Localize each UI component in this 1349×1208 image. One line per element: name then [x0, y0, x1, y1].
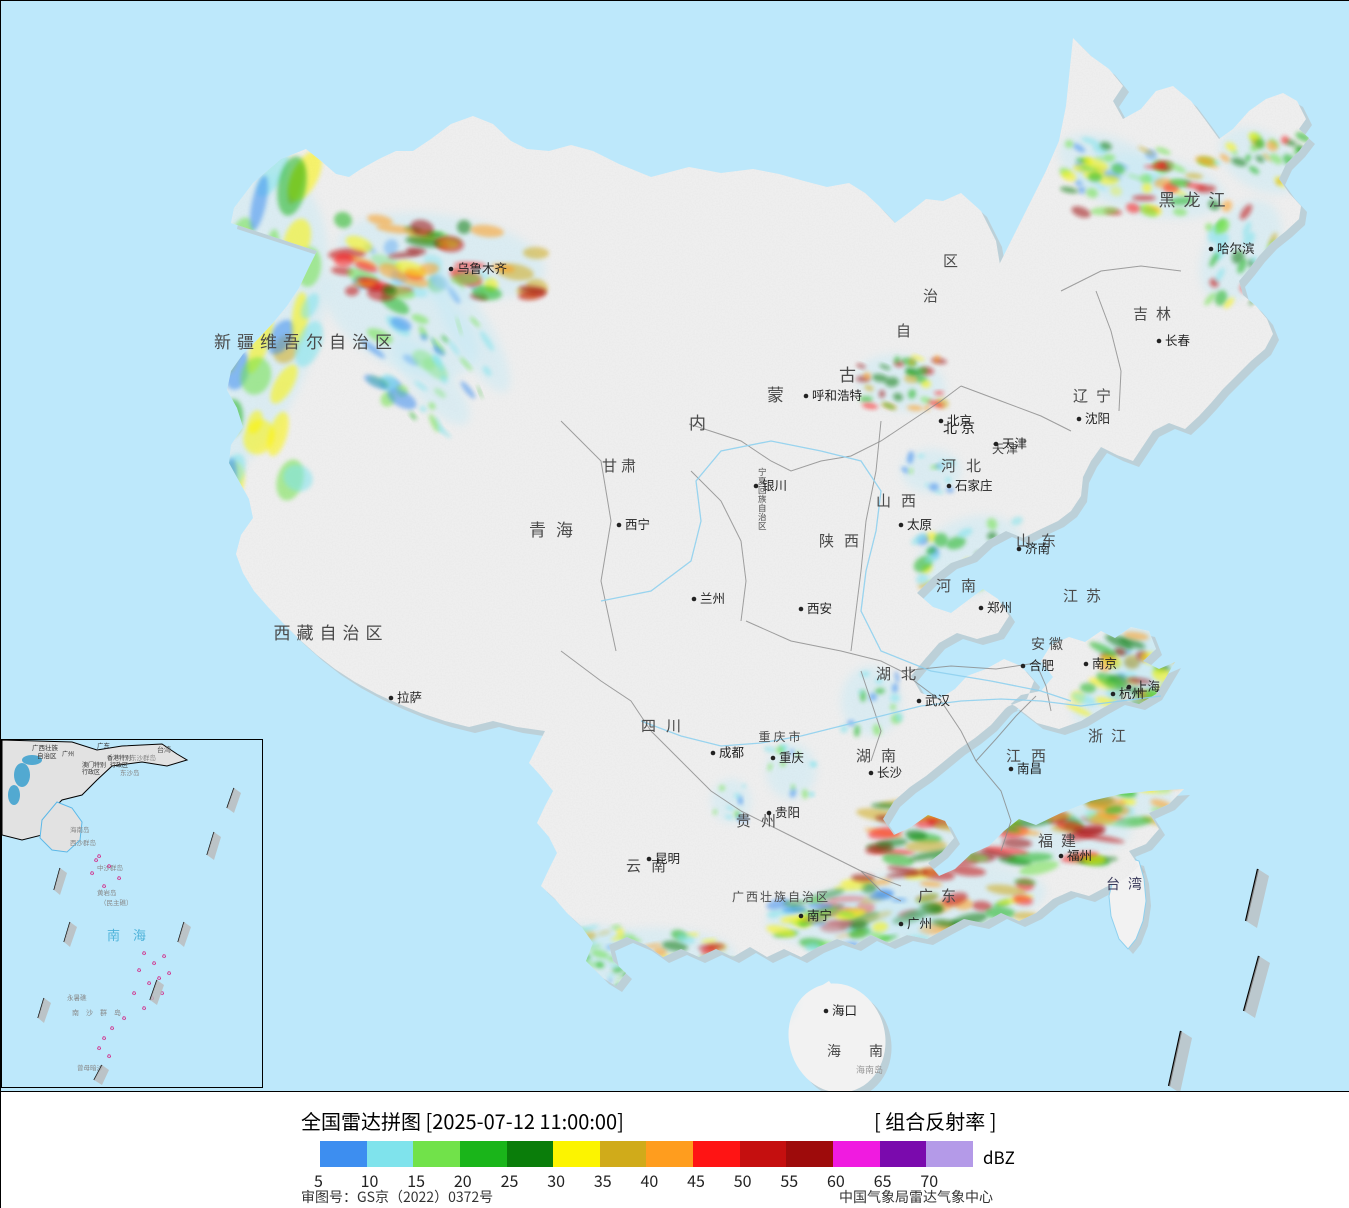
svg-text:内: 内 — [689, 409, 706, 434]
svg-text:银川: 银川 — [762, 475, 787, 494]
svg-text:广州: 广州 — [907, 913, 932, 932]
svg-text:✪: ✪ — [110, 1025, 114, 1032]
svg-text:长沙: 长沙 — [877, 762, 903, 781]
svg-text:河南: 河南 — [936, 575, 986, 596]
svg-text:郑州: 郑州 — [987, 597, 1012, 616]
svg-text:天津: 天津 — [1002, 433, 1027, 452]
svg-text:东沙群岛: 东沙群岛 — [130, 752, 156, 762]
svg-text:✪: ✪ — [142, 950, 146, 957]
svg-text:✪: ✪ — [97, 1045, 101, 1052]
svg-text:南 海: 南 海 — [107, 925, 146, 944]
svg-text:黄岩岛: 黄岩岛 — [97, 887, 117, 897]
svg-text:辽宁: 辽宁 — [1073, 385, 1119, 406]
svg-text:✪: ✪ — [147, 980, 151, 987]
svg-text:✪: ✪ — [94, 857, 98, 864]
svg-text:长春: 长春 — [1165, 330, 1191, 349]
svg-text:✪: ✪ — [90, 870, 94, 877]
svg-text:河北: 河北 — [941, 455, 991, 476]
svg-text:蒙: 蒙 — [767, 381, 784, 406]
svg-text:拉萨: 拉萨 — [397, 687, 422, 706]
svg-text:昆明: 昆明 — [655, 848, 680, 867]
svg-text:✪: ✪ — [107, 1053, 111, 1060]
svg-text:青海: 青海 — [529, 516, 583, 541]
svg-text:南宁: 南宁 — [807, 905, 832, 924]
svg-text:甘肃: 甘肃 — [602, 455, 640, 476]
svg-text:贵阳: 贵阳 — [775, 802, 800, 821]
svg-text:西安: 西安 — [807, 598, 832, 617]
svg-text:古: 古 — [839, 361, 856, 386]
svg-text:自: 自 — [896, 320, 911, 341]
svg-text:江苏: 江苏 — [1063, 585, 1109, 606]
svg-text:乌鲁木齐: 乌鲁木齐 — [457, 258, 508, 277]
svg-text:永暑礁: 永暑礁 — [67, 992, 87, 1002]
svg-text:重庆: 重庆 — [779, 747, 805, 766]
svg-text:石家庄: 石家庄 — [955, 475, 993, 494]
svg-text:南昌: 南昌 — [1017, 758, 1042, 777]
svg-text:海南岛: 海南岛 — [856, 1063, 883, 1076]
svg-text:台湾: 台湾 — [157, 745, 171, 755]
svg-text:陕西: 陕西 — [819, 530, 869, 551]
svg-text:哈尔滨: 哈尔滨 — [1217, 238, 1255, 257]
svg-text:福州: 福州 — [1067, 845, 1092, 864]
svg-text:广东: 广东 — [918, 885, 964, 906]
svg-text:✪: ✪ — [102, 1035, 106, 1042]
svg-text:台湾: 台湾 — [1106, 874, 1150, 894]
svg-text:西宁: 西宁 — [625, 514, 650, 533]
svg-text:海南岛: 海南岛 — [70, 824, 90, 834]
svg-text:武汉: 武汉 — [925, 690, 951, 709]
svg-text:南 沙 群 岛: 南 沙 群 岛 — [72, 1008, 121, 1018]
svg-text:南: 南 — [869, 1041, 883, 1061]
svg-text:（民主礁）: （民主礁） — [100, 897, 133, 907]
svg-text:合肥: 合肥 — [1029, 655, 1055, 674]
svg-text:太原: 太原 — [907, 514, 932, 533]
svg-text:东沙岛: 东沙岛 — [120, 767, 140, 777]
svg-text:✪: ✪ — [132, 990, 136, 997]
svg-text:行政区: 行政区 — [82, 767, 100, 776]
svg-text:新疆维吾尔自治区: 新疆维吾尔自治区 — [214, 328, 398, 353]
svg-text:✪: ✪ — [167, 970, 171, 977]
svg-text:山西: 山西 — [876, 490, 926, 511]
svg-text:呼和浩特: 呼和浩特 — [812, 385, 862, 404]
svg-text:上海: 上海 — [1135, 676, 1161, 695]
svg-text:南京: 南京 — [1092, 653, 1117, 672]
svg-text:✪: ✪ — [107, 863, 111, 870]
svg-text:成都: 成都 — [719, 742, 745, 761]
svg-text:海口: 海口 — [832, 1000, 857, 1019]
svg-text:重庆市: 重庆市 — [758, 728, 803, 745]
svg-text:广西壮族自治区: 广西壮族自治区 — [732, 888, 830, 905]
svg-text:✪: ✪ — [137, 967, 141, 974]
svg-text:广东: 广东 — [97, 740, 111, 750]
svg-text:浙江: 浙江 — [1088, 725, 1134, 746]
svg-text:✪: ✪ — [162, 953, 166, 960]
svg-text:济南: 济南 — [1025, 538, 1050, 557]
svg-text:自治区: 自治区 — [37, 750, 57, 760]
svg-text:区: 区 — [943, 250, 958, 271]
svg-text:吉林: 吉林 — [1133, 303, 1179, 324]
svg-text:✪: ✪ — [142, 1005, 146, 1012]
svg-text:✪: ✪ — [152, 960, 156, 967]
svg-text:区: 区 — [758, 520, 767, 532]
svg-text:兰州: 兰州 — [700, 588, 725, 607]
svg-text:四川: 四川 — [641, 715, 691, 736]
svg-text:北京: 北京 — [947, 410, 972, 429]
svg-text:广州: 广州 — [62, 749, 74, 758]
svg-text:✪: ✪ — [117, 875, 121, 882]
svg-text:治: 治 — [923, 285, 938, 306]
svg-text:✪: ✪ — [122, 1015, 126, 1022]
svg-text:✪: ✪ — [102, 883, 106, 890]
svg-text:安徽: 安徽 — [1031, 634, 1067, 654]
svg-text:西藏自治区: 西藏自治区 — [274, 619, 389, 644]
svg-text:沈阳: 沈阳 — [1085, 408, 1110, 427]
svg-text:海: 海 — [827, 1041, 841, 1061]
svg-text:湖北: 湖北 — [876, 663, 926, 684]
svg-text:黑龙江: 黑龙江 — [1159, 186, 1234, 211]
svg-text:西沙群岛: 西沙群岛 — [70, 837, 96, 847]
